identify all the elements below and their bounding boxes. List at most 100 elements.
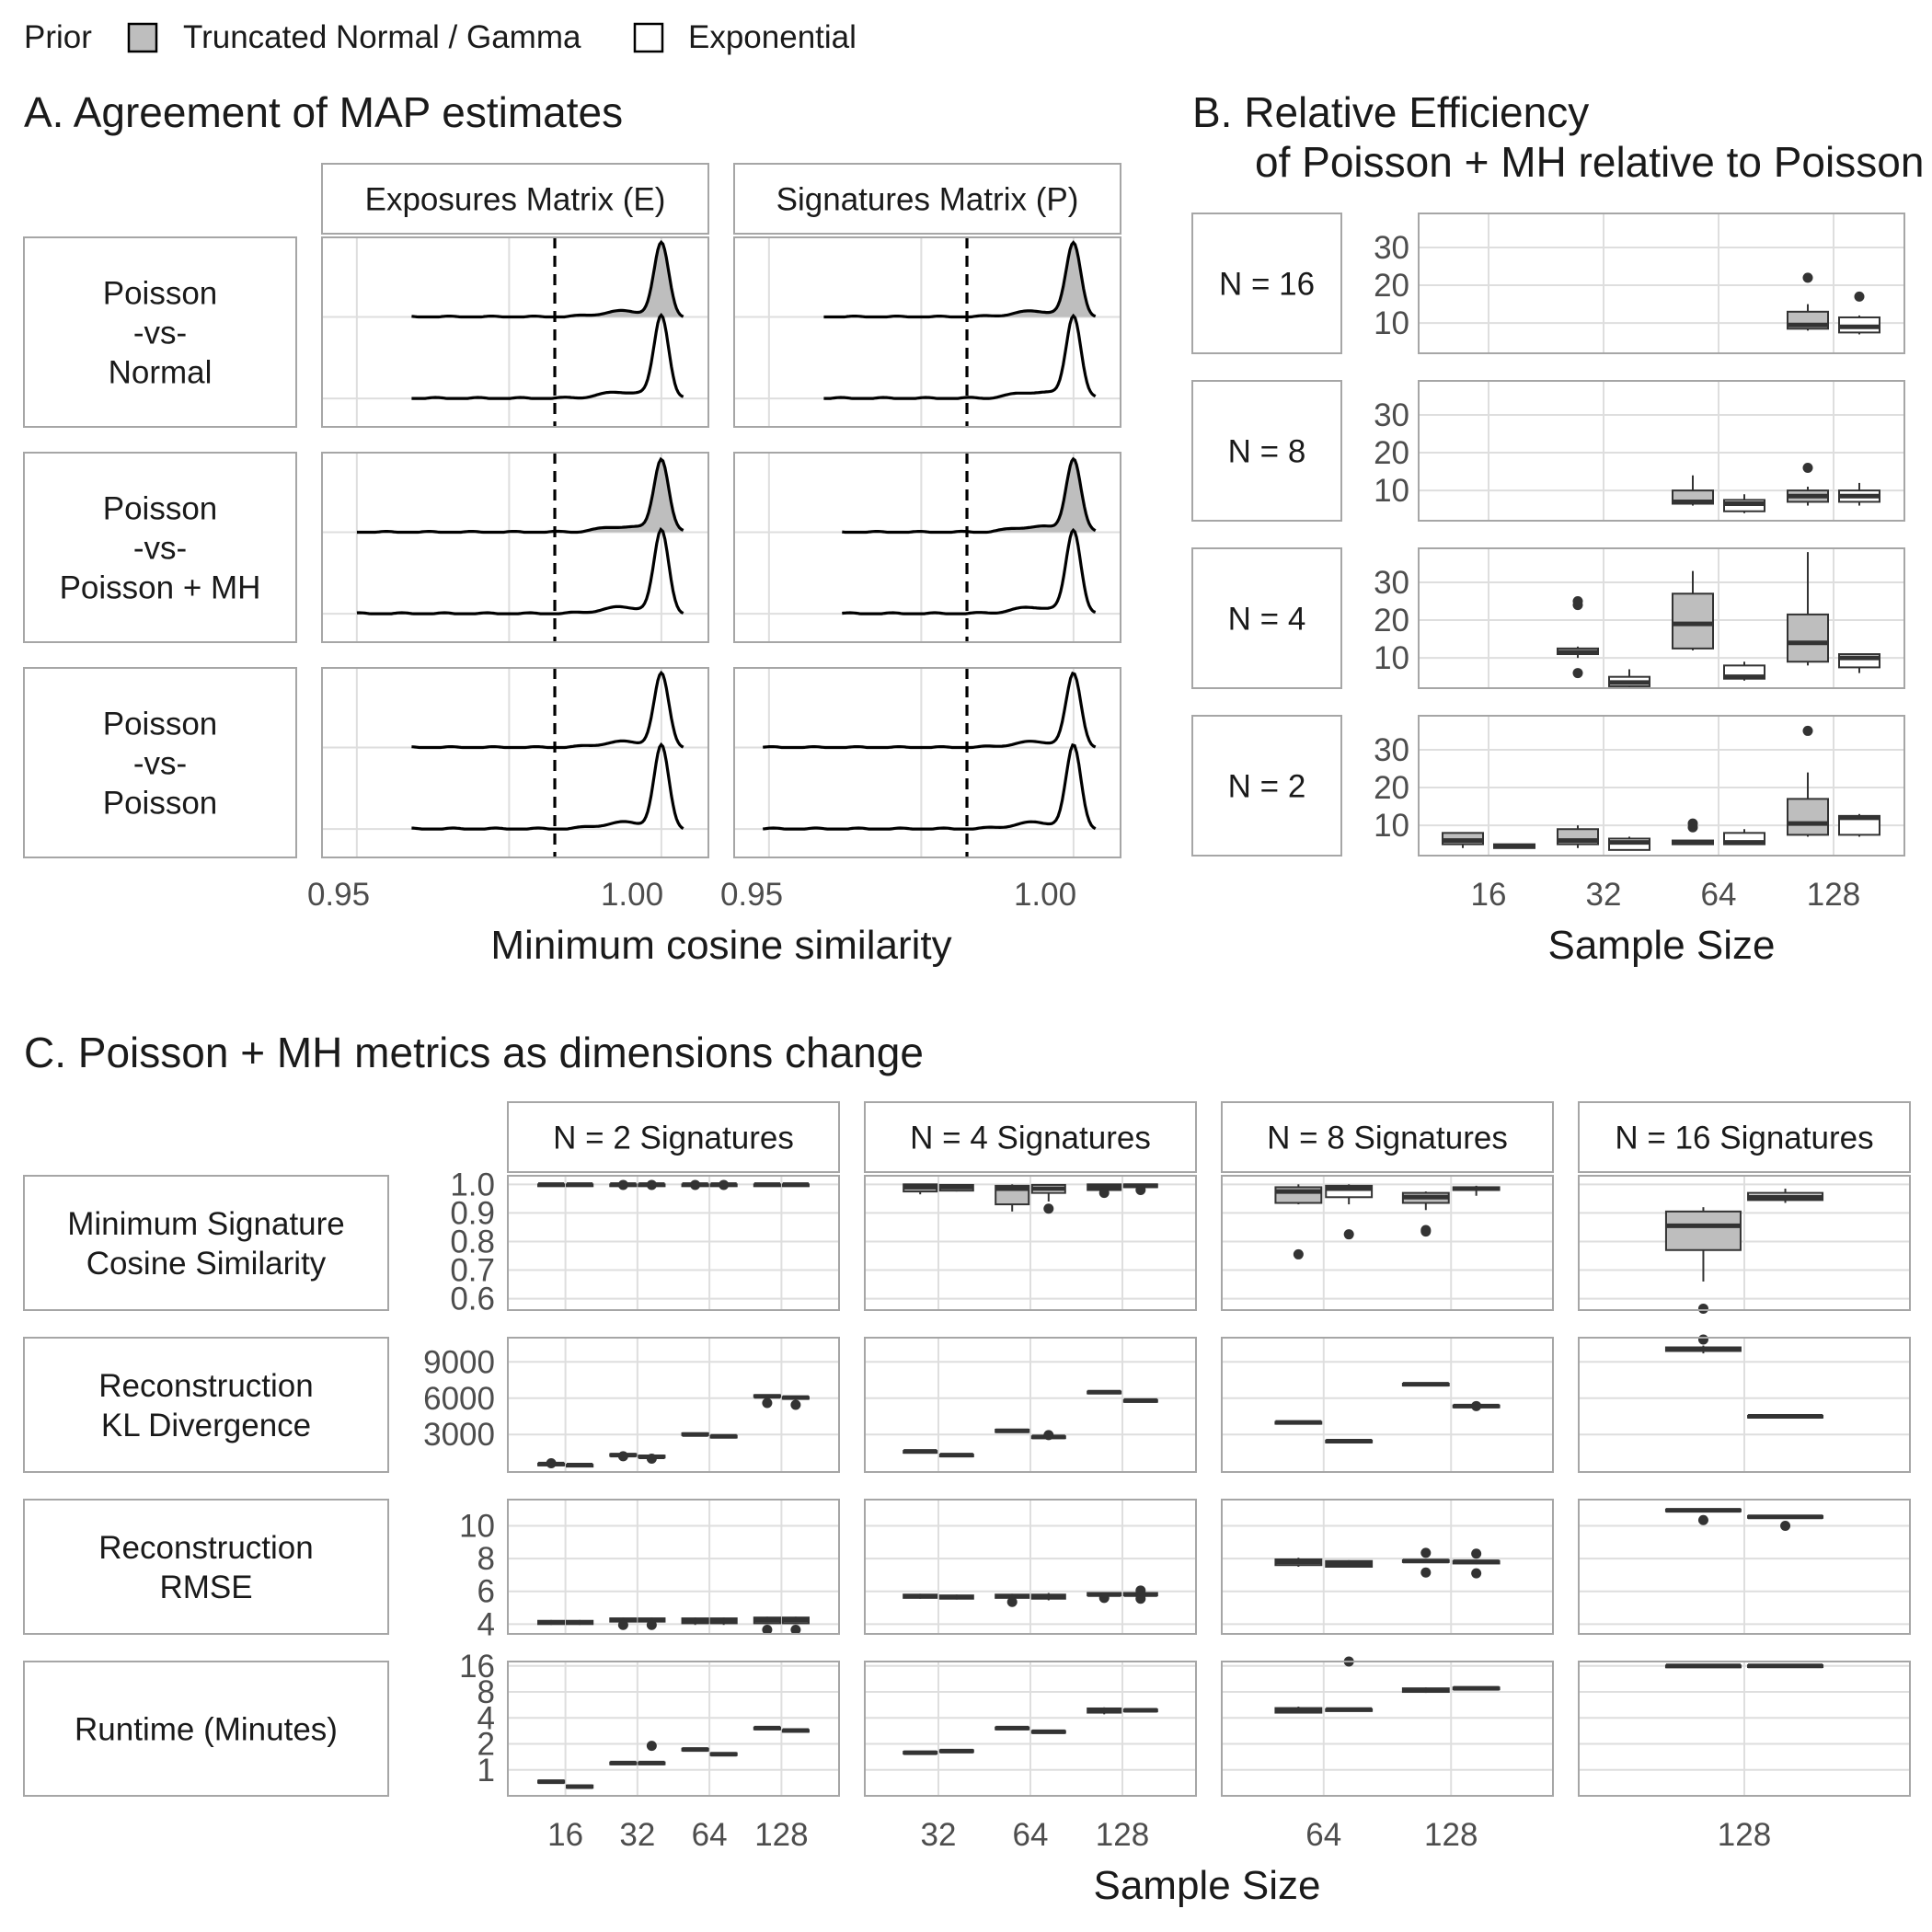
panel-c-col-strip-1-text: N = 2 Signatures: [553, 1121, 794, 1156]
box-outlier: [1687, 818, 1698, 829]
panel-c-y-tick-2: 3000: [423, 1417, 495, 1453]
panel-c-box-128-gray: [1087, 1592, 1122, 1604]
panel-c-box-128-gray: [1664, 1663, 1742, 1669]
panel-a-row-strip-1-text: Normal: [109, 355, 213, 391]
box-outlier: [1135, 1185, 1146, 1196]
panel-c-cell-3-1: [507, 1499, 840, 1636]
panel-c-cell-2-4: [1578, 1334, 1911, 1473]
panel-c-box-64-white: [709, 1752, 738, 1757]
panel-c-box-32-white: [638, 1741, 666, 1765]
box-outlier: [1802, 272, 1813, 283]
box-outlier: [1135, 1585, 1146, 1596]
panel-a-row-strip-3-text: Poisson: [103, 786, 218, 822]
panel-c-box-32-white: [938, 1183, 974, 1192]
box-outlier: [1572, 668, 1583, 679]
panel-b-y-tick: 30: [1374, 397, 1409, 433]
panel-c-plot-border: [864, 1661, 1197, 1797]
panel-c-row-strip-3-text: Reconstruction: [98, 1530, 313, 1566]
box-outlier: [1343, 1229, 1354, 1240]
panel-a-cell-1-2: [733, 236, 1121, 428]
panel-a-row-strip-3: [23, 667, 297, 858]
panel-c-box-128-white: [1452, 1185, 1501, 1196]
panel-c-box-64-white: [1030, 1183, 1066, 1214]
panel-c-box-128-gray: [753, 1394, 781, 1409]
legend-label-white: Exponential: [688, 19, 857, 55]
panel-c-box-64-gray: [995, 1593, 1030, 1607]
panel-a-plot-border: [321, 667, 709, 858]
panel-c-y-tick-1: 0.8: [450, 1224, 495, 1259]
panel-c-plot-border: [1221, 1337, 1554, 1473]
panel-c-cell-2-2: [864, 1337, 1197, 1473]
panel-b-title-line1: B. Relative Efficiency: [1192, 88, 1589, 136]
box-outlier: [790, 1399, 801, 1410]
panel-a-ridge-upper: [411, 239, 684, 319]
panel-c-box-32-white: [638, 1179, 666, 1190]
panel-b-box-32-gray: [1557, 596, 1599, 679]
panel-c-y-tick-1: 0.9: [450, 1195, 495, 1231]
panel-c-plot-border: [1578, 1337, 1911, 1473]
panel-a-x-axis-label: Minimum cosine similarity: [490, 923, 951, 968]
panel-a-plot-bg: [322, 237, 708, 427]
panel-b-box-32-white: [1608, 836, 1650, 851]
panel-a-plot-bg: [322, 668, 708, 857]
panel-c-cell-4-3: [1221, 1656, 1554, 1797]
panel-b-box-128-gray: [1787, 552, 1829, 666]
panel-b-y-tick: 10: [1374, 473, 1409, 509]
panel-b-y-tick: 20: [1374, 770, 1409, 806]
panel-b-box-64-white: [1723, 661, 1765, 681]
panel-a-plot-border: [733, 236, 1121, 428]
panel-b-y-tick: 10: [1374, 640, 1409, 676]
panel-c-box-64-white: [709, 1433, 738, 1439]
panel-a-ridge-lower: [842, 527, 1097, 615]
panel-c-y-tick-2: 6000: [423, 1381, 495, 1417]
panel-c-plot-border: [507, 1499, 840, 1635]
panel-c-box-128-gray: [1401, 1191, 1450, 1237]
panel-c-col-strip-4: [1578, 1101, 1911, 1173]
panel-c-box-64-gray: [995, 1725, 1030, 1731]
panel-c-box-64-white: [1325, 1184, 1374, 1240]
panel-c-cell-4-4: [1578, 1661, 1911, 1797]
panel-c-box-128-white: [1122, 1585, 1158, 1604]
panel-c-plot-border: [1221, 1499, 1554, 1635]
panel-b-row-strip-4: [1191, 715, 1342, 857]
box-outlier: [1420, 1225, 1432, 1236]
box-outlier: [1043, 1203, 1054, 1214]
panel-c-y-tick-3: 6: [477, 1574, 495, 1610]
panel-c-cell-1-2: [864, 1175, 1197, 1311]
panel-c-row-strip-1-text: Cosine Similarity: [86, 1246, 327, 1282]
panel-c-box-128-white: [1747, 1188, 1824, 1203]
panel-c-box-128-gray: [1401, 1382, 1450, 1387]
panel-c-box-128-white: [1747, 1514, 1824, 1531]
panel-a-x-tick-095-col1: 0.95: [307, 877, 370, 913]
panel-a-col-strip-2: [733, 163, 1121, 235]
panel-c-box-128-white: [781, 1728, 810, 1733]
panel-a-cell-3-2: [733, 667, 1121, 858]
panel-c-cell-3-4: [1578, 1499, 1911, 1635]
box-outlier: [1006, 1596, 1018, 1607]
panel-c-box-16-white: [566, 1619, 594, 1626]
panel-c-plot-border: [864, 1175, 1197, 1311]
panel-c-x-tick-1-128: 128: [754, 1817, 808, 1853]
panel-c-x-axis-label: Sample Size: [1093, 1863, 1320, 1908]
panel-b-box-64-white: [1723, 829, 1765, 845]
panel-c-box-32-gray: [903, 1183, 938, 1195]
panel-b-plot-border: [1418, 380, 1905, 522]
box-outlier: [646, 1454, 657, 1465]
panel-c-box-128-gray: [1087, 1389, 1122, 1395]
panel-b-y-tick: 30: [1374, 732, 1409, 768]
panel-c-row-strip-3: [23, 1499, 389, 1635]
box-outlier: [690, 1179, 701, 1190]
box-outlier: [546, 1458, 557, 1469]
panel-c-box-128-gray: [753, 1616, 781, 1636]
panel-c-col-strip-2-text: N = 4 Signatures: [910, 1121, 1151, 1156]
panel-a-ridge-upper-fill: [356, 459, 684, 533]
panel-c-box-64-white: [1325, 1559, 1374, 1569]
panel-c-cell-2-1: [507, 1337, 840, 1473]
panel-b-plot-border: [1418, 715, 1905, 857]
panel-c-box-64-white: [1030, 1430, 1066, 1441]
panel-c-box-128-gray: [1664, 1508, 1742, 1525]
panel-a-ridge-upper-fill: [842, 458, 1096, 533]
panel-a-plot-bg: [734, 453, 1121, 642]
